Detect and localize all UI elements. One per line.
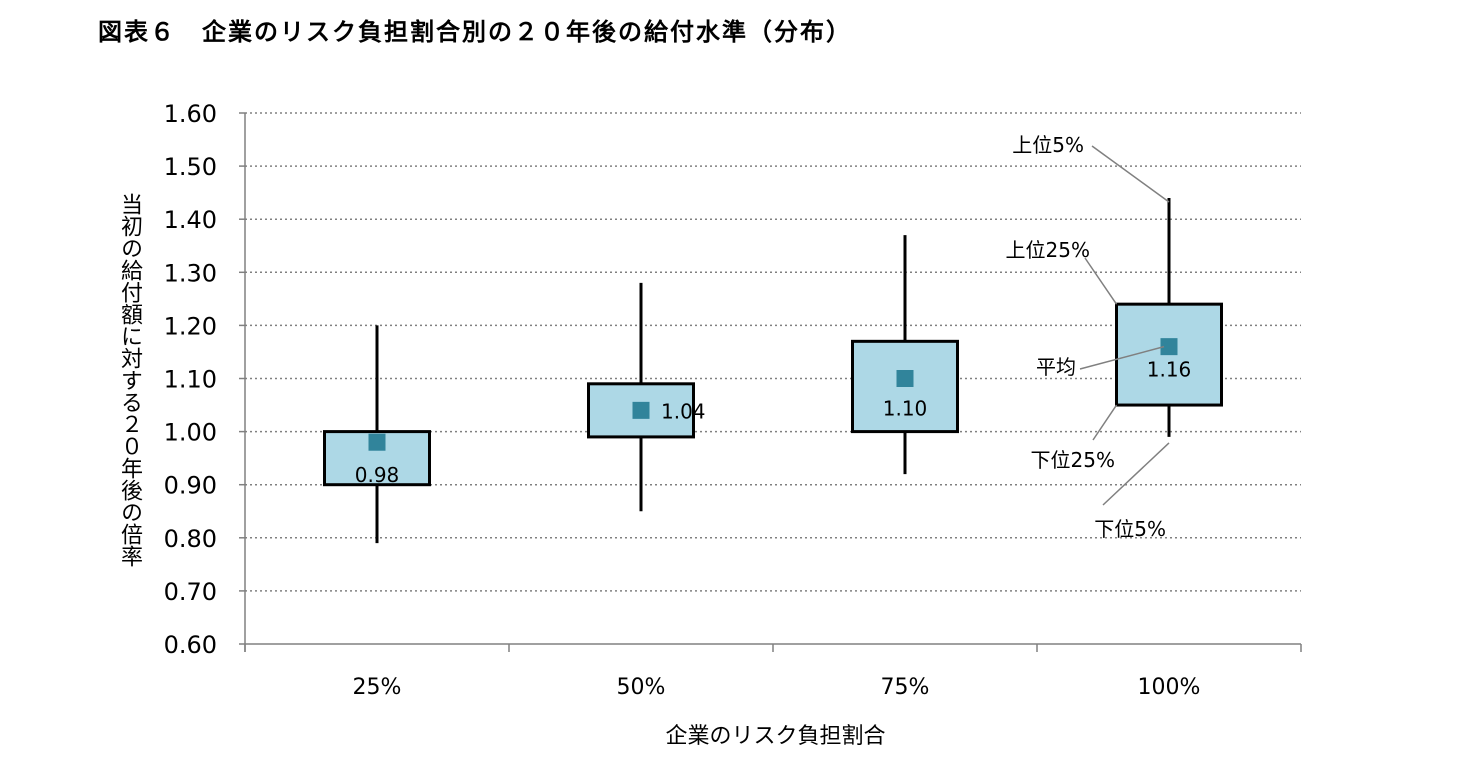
y-tick-label: 1.30 xyxy=(164,259,217,287)
annotation-p25: 下位25% xyxy=(1031,448,1115,472)
y-tick-label: 1.60 xyxy=(164,100,217,128)
mean-data-label: 1.16 xyxy=(1147,358,1192,382)
mean-data-label: 1.10 xyxy=(883,397,928,421)
y-tick-label: 0.60 xyxy=(164,631,217,659)
chart-title: 図表６ 企業のリスク負担割合別の２０年後の給付水準（分布） xyxy=(98,18,852,46)
y-tick-label: 0.70 xyxy=(164,578,217,606)
annotation-leader xyxy=(1084,257,1118,305)
y-tick-label: 1.10 xyxy=(164,366,217,394)
annotation-leader xyxy=(1102,442,1170,506)
annotation-leader xyxy=(1092,404,1118,441)
mean-data-label: 0.98 xyxy=(355,463,400,487)
x-tick-label: 25% xyxy=(353,675,402,700)
x-tick-label: 100% xyxy=(1138,675,1201,700)
mean-marker xyxy=(632,401,650,419)
iqr-box xyxy=(587,382,695,439)
mean-marker xyxy=(368,433,386,451)
annotation-mean: 平均 xyxy=(1036,355,1076,379)
annotation-leader xyxy=(1079,345,1165,370)
y-tick-label: 1.50 xyxy=(164,153,217,181)
x-tick-label: 75% xyxy=(881,675,930,700)
annotation-p95: 上位5% xyxy=(1012,133,1084,157)
annotation-p75: 上位25% xyxy=(1006,238,1090,262)
annotation-p5: 下位5% xyxy=(1094,517,1166,541)
x-tick-label: 50% xyxy=(617,675,666,700)
y-tick-label: 1.00 xyxy=(164,419,217,447)
mean-marker xyxy=(896,370,914,387)
y-axis-label: 当初の給付額に対する２０年後の倍率 xyxy=(117,193,142,567)
y-tick-label: 0.90 xyxy=(164,472,217,500)
mean-data-label: 1.04 xyxy=(661,399,706,423)
y-tick-label: 1.20 xyxy=(164,312,217,340)
annotation-leader xyxy=(1091,145,1170,203)
y-tick-label: 1.40 xyxy=(164,206,217,234)
y-tick-label: 0.80 xyxy=(164,525,217,553)
x-axis-label: 企業のリスク負担割合 xyxy=(665,724,886,749)
mean-marker xyxy=(1160,338,1178,356)
